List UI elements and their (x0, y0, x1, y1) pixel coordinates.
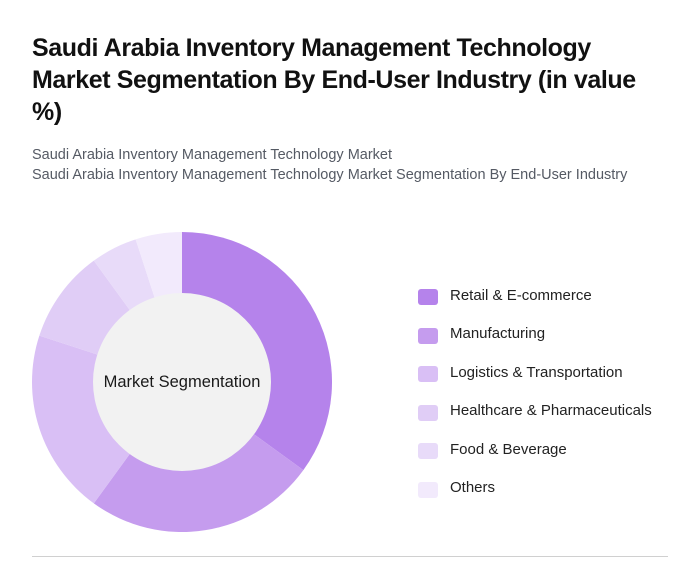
legend-swatch (418, 327, 438, 344)
legend-label: Food & Beverage (450, 440, 567, 458)
subtitle-line-1: Saudi Arabia Inventory Management Techno… (32, 147, 393, 163)
legend-label: Manufacturing (450, 325, 546, 343)
legend-item-food-beverage[interactable]: Food & Beverage (418, 432, 652, 471)
donut-svg (32, 232, 332, 532)
legend-item-manufacturing[interactable]: Manufacturing (418, 317, 652, 356)
donut-chart: Market Segmentation (32, 232, 332, 532)
chart-legend: Retail & E-commerce Manufacturing Logist… (418, 278, 652, 509)
donut-center (93, 293, 271, 471)
legend-swatch (418, 443, 438, 460)
legend-item-others[interactable]: Others (418, 471, 652, 510)
chart-subtitle: Saudi Arabia Inventory Management Techno… (32, 145, 652, 185)
legend-label: Retail & E-commerce (450, 286, 592, 304)
legend-swatch (418, 481, 438, 498)
subtitle-line-2: Saudi Arabia Inventory Management Techno… (32, 167, 628, 183)
legend-item-retail[interactable]: Retail & E-commerce (418, 278, 652, 317)
legend-label: Others (450, 479, 496, 497)
legend-item-logistics[interactable]: Logistics & Transportation (418, 355, 652, 394)
legend-swatch (418, 289, 438, 306)
chart-title: Saudi Arabia Inventory Management Techno… (32, 34, 636, 126)
legend-swatch (418, 366, 438, 383)
legend-label: Logistics & Transportation (450, 363, 623, 381)
bottom-divider (32, 556, 668, 557)
legend-swatch (418, 404, 438, 421)
legend-item-healthcare[interactable]: Healthcare & Pharmaceuticals (418, 394, 652, 433)
legend-label: Healthcare & Pharmaceuticals (450, 402, 652, 420)
